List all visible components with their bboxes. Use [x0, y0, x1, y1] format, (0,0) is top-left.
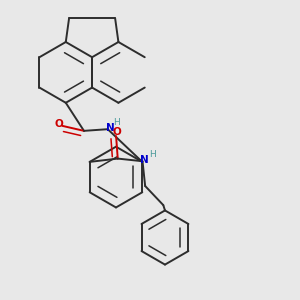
Text: O: O	[112, 127, 121, 137]
Text: H: H	[114, 118, 120, 127]
Text: H: H	[149, 151, 156, 160]
Text: N: N	[140, 154, 149, 165]
Text: O: O	[54, 119, 63, 129]
Text: N: N	[106, 123, 114, 133]
